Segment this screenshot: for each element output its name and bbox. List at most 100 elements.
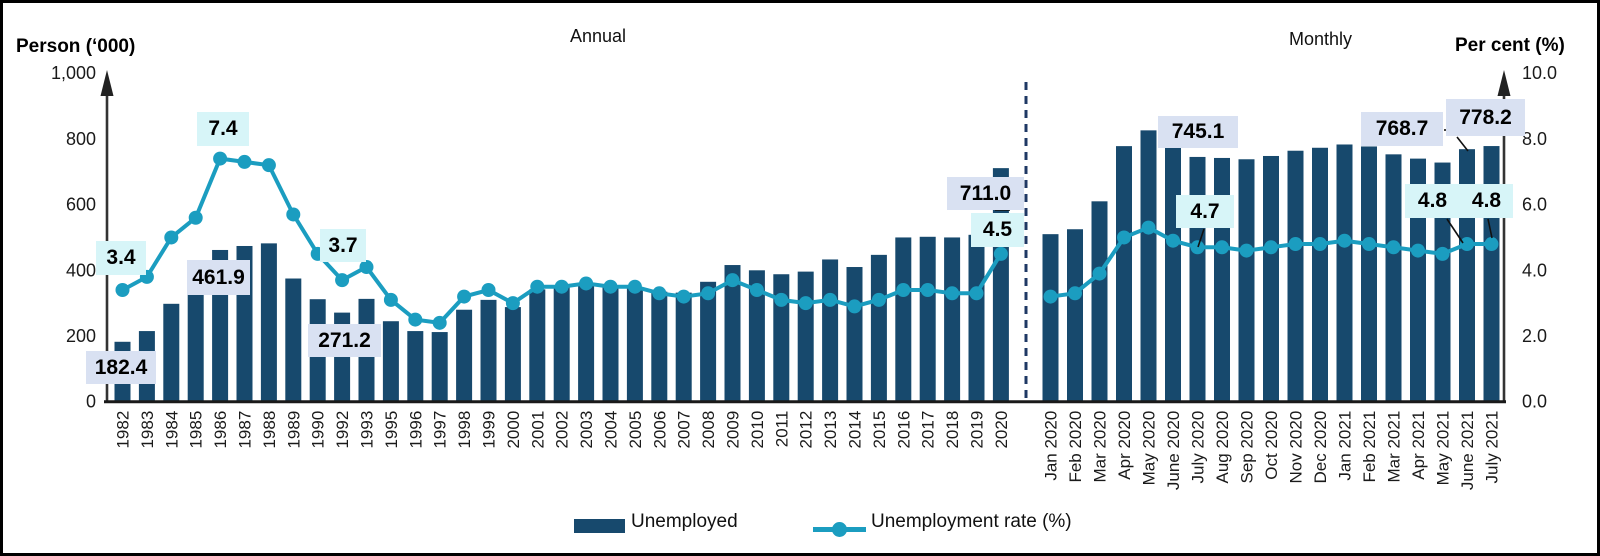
x-tick-1996: 1996 [406, 411, 425, 449]
data-label-unemployed-1982: 182.4 [86, 351, 156, 384]
rate-point-feb-2020 [1068, 286, 1082, 301]
x-tick-apr-2021: Apr 2021 [1409, 411, 1428, 480]
x-tick-2019: 2019 [968, 411, 987, 449]
x-tick-2010: 2010 [748, 411, 767, 449]
rate-point-1993 [359, 260, 374, 275]
data-label-unemployed-july-2021: 778.2 [1446, 99, 1525, 136]
left-axis-title: Person (‘000) [16, 36, 136, 57]
x-tick-2002: 2002 [553, 411, 572, 449]
bar-may-2020 [1140, 130, 1157, 402]
bar-2018 [944, 237, 961, 402]
bar-2002 [553, 287, 570, 402]
x-tick-2007: 2007 [675, 411, 694, 449]
x-tick-apr-2020: Apr 2020 [1115, 411, 1134, 480]
rate-point-2016 [896, 283, 911, 298]
bar-1997 [431, 332, 448, 402]
bar-2007 [675, 292, 692, 402]
rate-point-dec-2020 [1313, 237, 1327, 252]
rate-point-2013 [823, 292, 838, 307]
x-tick-1985: 1985 [187, 411, 206, 449]
rate-point-nov-2020 [1288, 237, 1303, 252]
x-tick-may-2021: May 2021 [1434, 411, 1453, 486]
rate-point-feb-2021 [1362, 237, 1376, 252]
rate-point-1992 [335, 273, 350, 288]
bar-2004 [602, 286, 619, 402]
bar-2015 [870, 254, 887, 402]
bar-2008 [700, 281, 717, 402]
x-tick-1989: 1989 [284, 411, 303, 449]
bar-2019 [968, 234, 985, 402]
x-tick-1986: 1986 [211, 411, 230, 449]
rate-point-may-2020 [1141, 220, 1156, 235]
rate-point-june-2021 [1460, 237, 1474, 252]
right-y-tick: 8.0 [1522, 129, 1547, 149]
rate-point-2020 [993, 246, 1008, 261]
rate-point-jan-2021 [1337, 233, 1352, 248]
rate-point-2008 [701, 286, 716, 301]
bar-2001 [529, 289, 546, 402]
bar-2011 [773, 274, 790, 402]
bar-july-2020 [1189, 156, 1206, 402]
x-tick-1998: 1998 [455, 411, 474, 449]
data-label-unemployed-1992: 271.2 [308, 324, 381, 357]
legend-unemployed-swatch [574, 519, 625, 533]
rate-point-2010 [749, 283, 764, 298]
right-y-tick: 6.0 [1522, 195, 1547, 215]
rate-point-2000 [505, 296, 520, 311]
bar-apr-2021 [1410, 158, 1426, 402]
bar-1999 [480, 299, 497, 402]
bar-2003 [578, 285, 595, 402]
legend-unemployed-label: Unemployed [631, 511, 738, 532]
rate-point-mar-2020 [1092, 266, 1107, 281]
rate-point-1997 [432, 315, 447, 330]
x-tick-mar-2021: Mar 2021 [1385, 411, 1404, 483]
left-axis-arrow-icon [100, 70, 114, 96]
bar-2010 [748, 270, 765, 402]
rate-point-1987 [237, 154, 252, 169]
data-label-rate-1982: 3.4 [96, 241, 146, 275]
x-tick-2016: 2016 [894, 411, 913, 449]
bar-2006 [651, 291, 668, 402]
x-tick-2011: 2011 [772, 411, 791, 448]
rate-point-2002 [554, 279, 569, 294]
x-tick-aug-2020: Aug 2020 [1213, 411, 1232, 484]
rate-point-2003 [579, 276, 594, 291]
x-tick-2013: 2013 [821, 411, 840, 449]
bar-2016 [895, 237, 912, 402]
rate-point-1982 [115, 283, 130, 298]
data-label-unemployed-july-2020: 745.1 [1158, 116, 1238, 148]
data-label-rate-1992: 3.7 [320, 229, 366, 262]
label-connector-5 [1487, 218, 1493, 239]
x-tick-dec-2020: Dec 2020 [1311, 411, 1330, 484]
rate-point-2007 [676, 289, 691, 304]
rate-point-oct-2020 [1264, 240, 1278, 255]
rate-point-june-2020 [1166, 233, 1180, 248]
bar-2013 [822, 259, 839, 402]
data-label-unemployed-june-2021: 768.7 [1361, 112, 1443, 146]
x-tick-1993: 1993 [358, 411, 377, 449]
rate-point-apr-2020 [1117, 230, 1131, 245]
bar-1985 [187, 293, 204, 402]
rate-point-july-2021 [1484, 237, 1499, 252]
data-label-rate-1986: 7.4 [197, 112, 249, 146]
right-y-tick: 4.0 [1522, 260, 1547, 280]
bar-2012 [797, 271, 814, 402]
x-tick-1995: 1995 [382, 411, 401, 449]
rate-point-2001 [530, 279, 545, 294]
bar-feb-2021 [1361, 146, 1377, 402]
rate-point-2019 [969, 286, 984, 301]
rate-point-2005 [627, 279, 642, 294]
left-y-tick: 1,000 [51, 63, 96, 83]
x-tick-2006: 2006 [650, 411, 669, 449]
annual-section-title: Annual [570, 26, 627, 46]
bar-dec-2020 [1312, 147, 1328, 402]
bar-sep-2020 [1238, 159, 1255, 402]
x-tick-nov-2020: Nov 2020 [1287, 411, 1306, 484]
right-y-tick: 0.0 [1522, 392, 1547, 412]
data-label-rate-july-2021: 4.8 [1460, 184, 1513, 218]
rate-point-1984 [164, 230, 179, 245]
bar-jan-2021 [1336, 144, 1353, 402]
bar-mar-2020 [1091, 201, 1108, 402]
rate-point-aug-2020 [1215, 240, 1229, 255]
bar-feb-2020 [1067, 229, 1083, 402]
